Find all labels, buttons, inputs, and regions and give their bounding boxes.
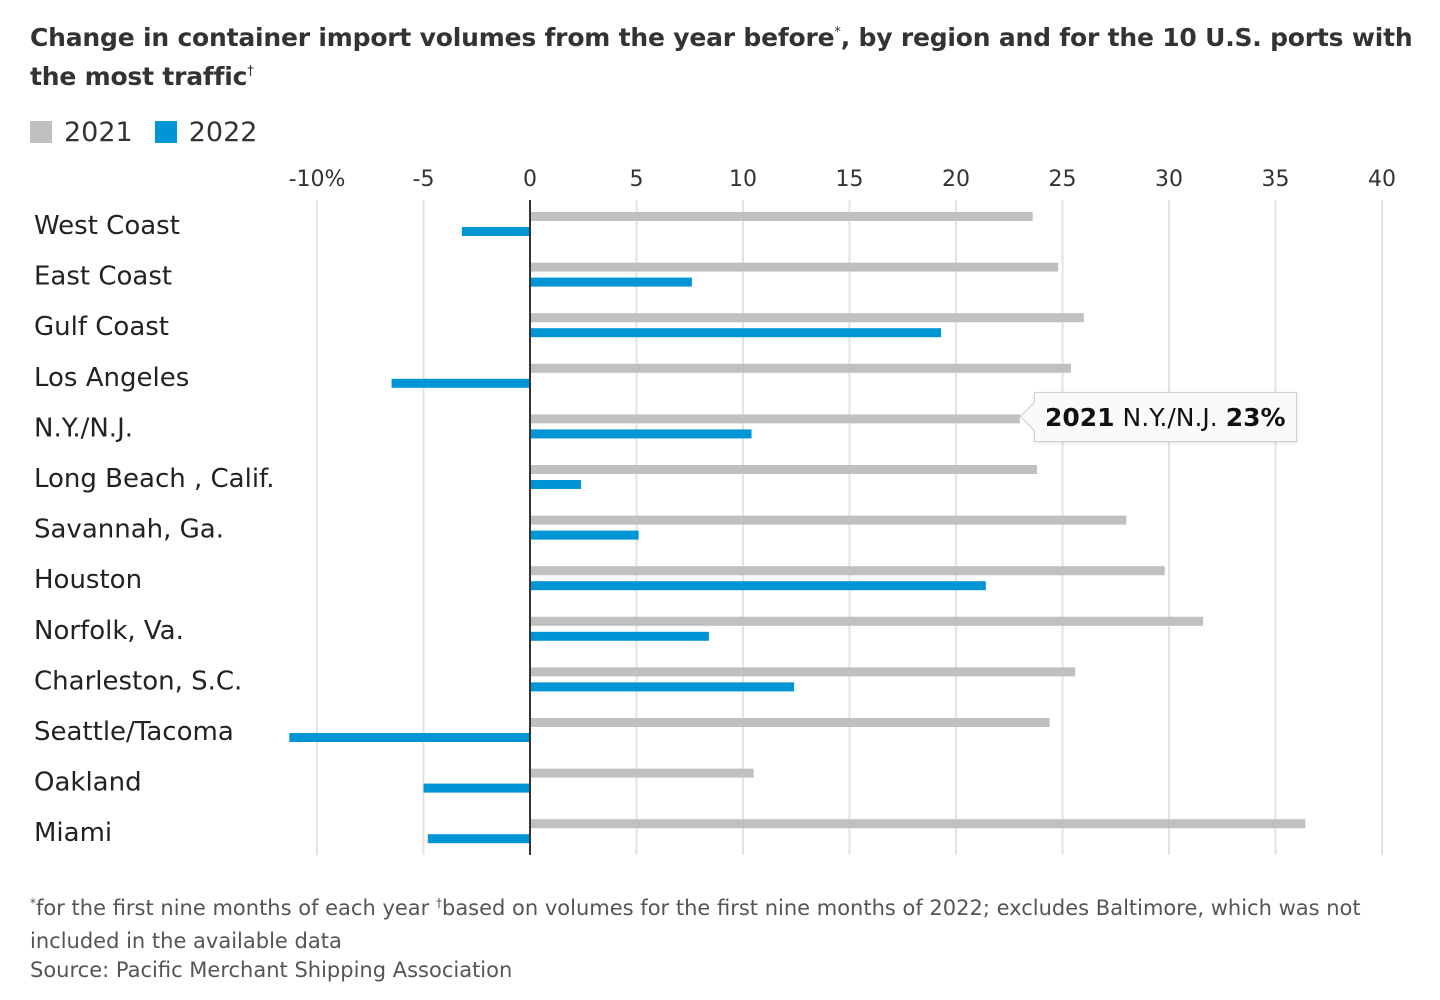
footnote-mark-2: † [435,896,442,910]
legend-swatch-2021 [30,121,52,143]
bar-2022[interactable] [530,581,986,591]
bar-2021[interactable] [530,768,754,778]
title-footnote-mark-1: * [834,25,841,40]
footnote: *for the first nine months of each year … [30,892,1410,958]
bar-2021[interactable] [530,566,1165,576]
legend-item-2022[interactable]: 2022 [154,116,258,148]
category-labels: West Coast East Coast Gulf Coast Los Angele… [34,211,275,848]
bar-2022[interactable] [530,429,752,439]
bar-2021[interactable] [530,262,1059,272]
category-label: Los Angeles [34,363,189,393]
title-footnote-mark-2: † [247,64,254,79]
bar-2021[interactable] [530,616,1204,626]
x-tick-label: 15 [836,167,864,192]
bar-2022[interactable] [530,530,639,540]
x-tick-label: -10% [289,167,346,192]
hover-tooltip: 2021 N.Y./N.J. 23% [1034,392,1297,442]
x-tick-label: 0 [523,167,537,192]
tooltip-year: 2021 [1045,402,1115,432]
category-label: Long Beach , Calif. [34,464,275,494]
bar-2021[interactable] [530,363,1072,373]
x-tick-label: 30 [1155,167,1183,192]
footnote-text-1: for the first nine months of each year [36,896,436,920]
bar-2021[interactable] [530,819,1306,829]
category-label: Houston [34,565,142,595]
bar-2021[interactable] [530,667,1076,677]
x-tick-label: 40 [1368,167,1396,192]
bar-2022[interactable] [289,733,530,742]
bar-2022[interactable] [530,682,795,692]
bar-2022[interactable] [530,328,942,338]
x-tick-label: 5 [630,167,644,192]
bar-2021[interactable] [530,718,1050,727]
x-tick-label: 25 [1049,167,1077,192]
legend-item-2021[interactable]: 2021 [30,117,133,148]
category-label: Seattle/Tacoma [34,717,234,747]
chart-title-text: Change in container import volumes from … [30,23,835,52]
bar-2022[interactable] [427,834,530,844]
chart-grid [316,200,1383,855]
source-note: Source: Pacific Merchant Shipping Associ… [30,958,513,982]
bar-2022[interactable] [461,227,530,236]
tooltip-value: 23% [1225,402,1286,432]
chart-legend: 2021 2022 [30,112,279,152]
category-label: Gulf Coast [34,312,169,342]
bar-2021[interactable] [530,465,1037,474]
category-label: N.Y./N.J. [34,413,133,443]
category-label: Oakland [34,768,142,798]
bar-2021[interactable] [530,414,1020,424]
category-label: Charleston, S.C. [34,666,242,696]
category-label: Miami [34,818,112,848]
bar-2022[interactable] [530,480,582,489]
footnote-mark-1: * [30,896,36,910]
x-tick-label: -5 [413,167,435,192]
legend-label-2021: 2021 [64,116,133,148]
category-label: East Coast [34,262,172,292]
bar-chart: -10% -5 0 5 10 15 20 25 30 35 40 West Coast East Co… [34,167,1396,855]
bar-2022[interactable] [423,783,531,793]
x-axis-tick-labels: -10% -5 0 5 10 15 20 25 30 35 40 [289,167,1396,192]
x-tick-label: 20 [942,167,970,192]
bar-2021[interactable] [530,515,1127,525]
bar-2022[interactable] [530,631,709,641]
chart-bars [289,212,1306,844]
bar-2022[interactable] [530,277,692,287]
category-label: Norfolk, Va. [34,616,184,646]
x-tick-label: 10 [729,167,757,192]
tooltip-category: N.Y./N.J. [1122,402,1218,432]
x-tick-label: 35 [1262,167,1290,192]
category-label: Savannah, Ga. [34,515,224,545]
legend-swatch-2022 [154,121,177,143]
bar-2022[interactable] [391,378,530,388]
legend-label-2022: 2022 [188,116,258,148]
bar-2021[interactable] [530,212,1033,221]
chart-title: Change in container import volumes from … [30,18,1420,96]
bar-2021[interactable] [530,313,1084,323]
footnote-text-2: based on volumes for the first nine mont… [30,896,1361,953]
chart-title-text-2: , by region and for the 10 U.S. ports wi… [30,23,1413,91]
category-label: West Coast [34,211,180,241]
